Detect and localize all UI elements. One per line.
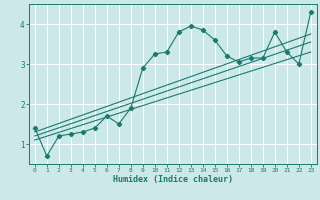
- X-axis label: Humidex (Indice chaleur): Humidex (Indice chaleur): [113, 175, 233, 184]
